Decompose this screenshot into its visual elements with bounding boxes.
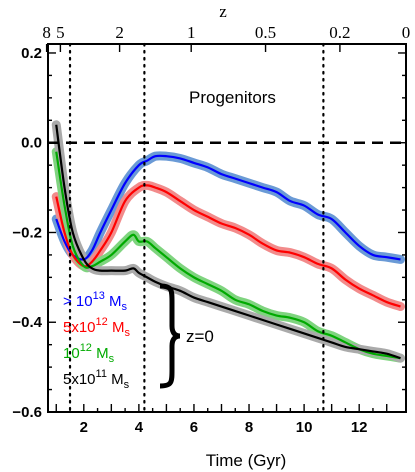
top-tick-label: 0 [402,23,411,42]
tick-labels: 2 4 6 8 10 12−0.6−0.4−0.20.00.28 5 2 1 0.5 0.2 0 [12,23,410,436]
top-tick-label: 0.5 [255,23,276,42]
bracket-label: z=0 [186,327,214,346]
legend-brace [159,283,181,389]
series-line-3 [55,124,401,360]
x-tick-label: 2 [80,419,88,436]
x-tick-label: 12 [351,419,368,436]
annotation-progenitors: Progenitors [189,88,276,107]
y-tick-label: −0.4 [12,314,42,331]
axis-ticks [45,44,407,413]
x-tick-label: 8 [245,419,253,436]
plot-frame [47,43,407,413]
x-tick-label: 6 [190,419,198,436]
y-tick-label: −0.2 [12,224,42,241]
series-lines [55,124,401,360]
reference-lines [48,42,406,414]
y-tick-label: 0.0 [21,135,42,152]
x-axis-title: Time (Gyr) [206,451,287,470]
top-tick-label: 0.2 [329,23,350,42]
legend-entry-3: 5x1011 Ms [63,368,130,391]
y-tick-label: −0.6 [12,404,42,421]
legend-entry-2: 1012 Ms [63,342,115,365]
legend-entry-1: 5x1012 Ms [63,316,130,339]
legend: > 1013 Ms 5x1012 Ms 1012 Ms 5x1011 Ms [63,290,130,391]
top-axis-label: z [219,2,227,21]
series-line-0 [55,154,401,261]
legend-entry-0: > 1013 Ms [63,290,128,313]
top-tick-label: 2 [115,23,124,42]
x-tick-label: 4 [135,419,144,436]
x-tick-label: 10 [296,419,313,436]
series-line-1 [55,184,401,308]
series-line-2 [55,151,401,360]
top-tick-label: 5 [56,23,65,42]
series-band-1 [51,180,405,312]
y-tick-label: 0.2 [21,45,42,62]
top-tick-label: 1 [187,23,196,42]
top-tick-label: 8 [42,23,51,42]
